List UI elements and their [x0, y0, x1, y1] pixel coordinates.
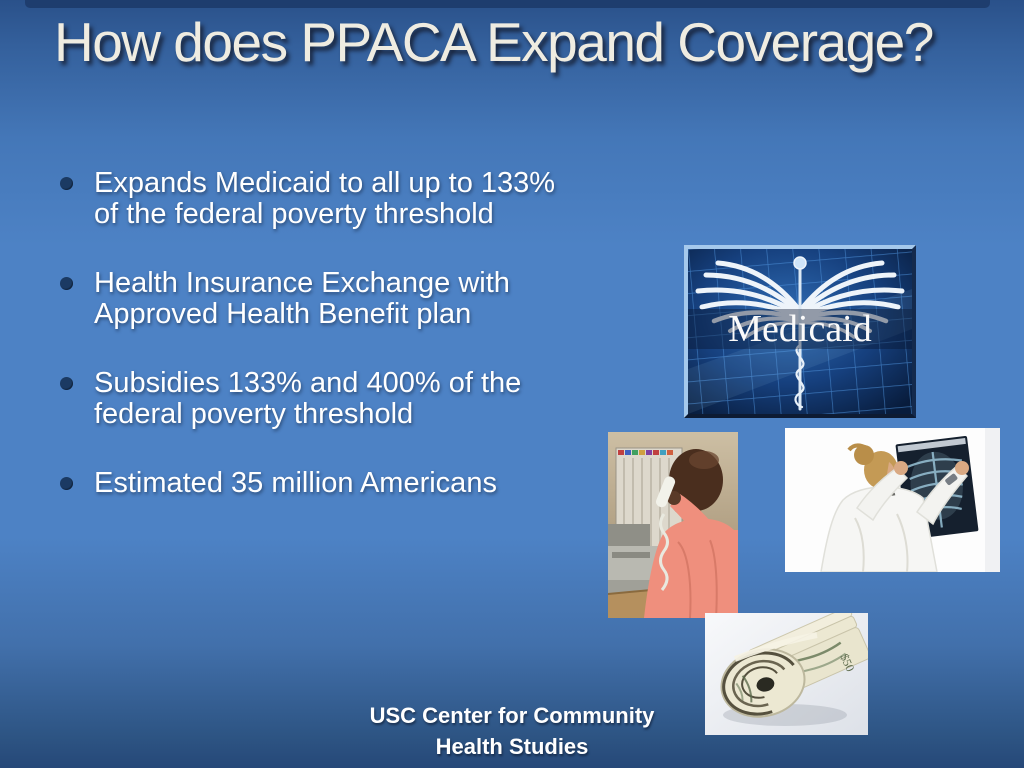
money-roll: $50 [720, 613, 868, 718]
money-roll-image: $50 [705, 613, 868, 735]
caduceus-icon [695, 256, 905, 411]
label-band [688, 309, 912, 349]
bullet-dot [60, 177, 73, 190]
bullet-list: Expands Medicaid to all up to 133% of th… [57, 168, 637, 537]
medicaid-image: Medicaid [684, 245, 916, 418]
slide-title: How does PPACA Expand Coverage? [54, 11, 934, 73]
bullet-dot [60, 477, 73, 490]
bullet-item: Expands Medicaid to all up to 133% of th… [57, 168, 637, 230]
bullet-item: Health Insurance Exchange with Approved … [57, 268, 637, 330]
bullet-text-line: of the federal poverty threshold [94, 198, 494, 230]
bullet-text-line: federal poverty threshold [94, 398, 414, 430]
bullet-dot [60, 277, 73, 290]
svg-text:$50: $50 [837, 652, 857, 674]
woman-xray-image [785, 428, 1000, 572]
footer-line: USC Center for Community [369, 703, 655, 728]
bullet-item: Subsidies 133% and 400% of the federal p… [57, 368, 637, 430]
bullet-text-line: Estimated 35 million Americans [94, 467, 497, 499]
man-on-phone-graphic [608, 432, 738, 618]
office-equipment [608, 524, 664, 598]
man-on-phone-image [608, 432, 738, 618]
bullet-item: Estimated 35 million Americans [57, 468, 637, 499]
bullet-text-line: Expands Medicaid to all up to 133% [94, 167, 556, 199]
bullet-text-line: Health Insurance Exchange with [94, 267, 510, 299]
bullet-dot [60, 377, 73, 390]
man-figure [644, 449, 738, 618]
medicaid-graphic: Medicaid [688, 249, 912, 414]
footer-credit: USC Center for Community Health Studies [0, 700, 1024, 762]
wristwatch [945, 473, 958, 486]
top-accent-bar [25, 0, 990, 8]
phone-cord [659, 513, 669, 591]
money-roll-graphic: $50 [705, 613, 868, 735]
bullet-text-line: Approved Health Benefit plan [94, 298, 472, 330]
woman-figure [820, 443, 969, 572]
footer-line: Health Studies [435, 734, 589, 759]
medicaid-label: Medicaid [728, 308, 872, 350]
woman-xray-graphic [785, 428, 1000, 572]
bullet-text-line: Subsidies 133% and 400% of the [94, 367, 522, 399]
